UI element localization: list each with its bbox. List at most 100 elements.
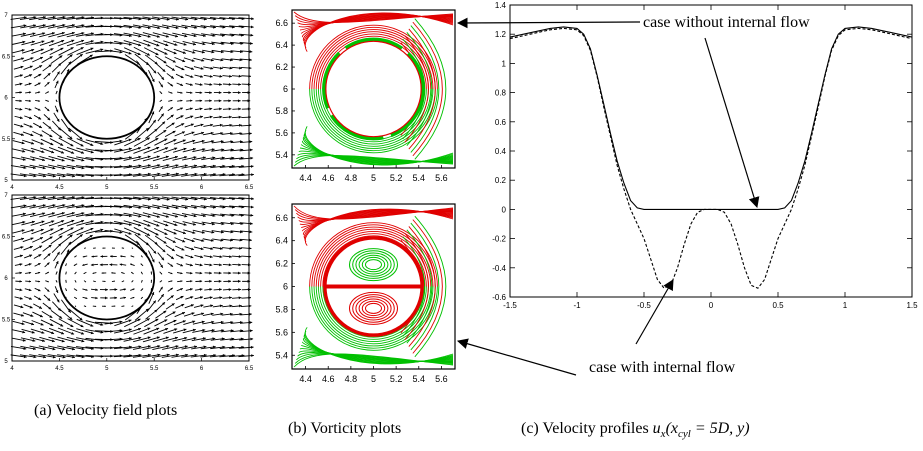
vector-arrow-head bbox=[219, 66, 223, 70]
vector-arrow-head bbox=[71, 347, 75, 351]
vector-arrow bbox=[76, 165, 94, 169]
vector-arrow bbox=[132, 16, 151, 20]
y-tick-label: 5.4 bbox=[275, 150, 288, 160]
vector-arrow-head bbox=[137, 318, 141, 322]
vector-arrow bbox=[152, 155, 169, 162]
vector-arrow bbox=[76, 156, 94, 161]
vector-arrow-head bbox=[56, 100, 58, 102]
vector-arrow-head bbox=[191, 239, 195, 243]
vector-arrow-head bbox=[132, 305, 134, 307]
vector-arrow-head bbox=[56, 251, 60, 255]
y-tick-label: 1 bbox=[502, 59, 507, 68]
y-tick-label: 6.5 bbox=[2, 235, 11, 241]
vector-arrow-head bbox=[61, 158, 65, 162]
vector-arrow-head bbox=[182, 51, 186, 54]
vector-arrow-head bbox=[43, 174, 46, 178]
vector-arrow-head bbox=[46, 262, 50, 265]
vector-arrow-head bbox=[147, 206, 151, 210]
vector-arrow-head bbox=[113, 280, 115, 282]
vector-arrow-head bbox=[120, 255, 123, 258]
vector-arrow bbox=[38, 16, 56, 21]
vector-arrow-head bbox=[190, 91, 193, 94]
vector-arrow-head bbox=[190, 304, 194, 307]
x-tick-label: 5.6 bbox=[435, 374, 448, 384]
vector-arrow-head bbox=[79, 54, 83, 57]
caption-b: (b) Vorticity plots bbox=[288, 420, 402, 437]
annotation-bottom-arrow-to-plot-b bbox=[456, 338, 577, 376]
vector-arrow bbox=[123, 354, 142, 358]
vector-arrow-head bbox=[219, 255, 223, 259]
vector-arrow-head bbox=[181, 303, 185, 307]
vector-arrow-head bbox=[20, 133, 24, 136]
vector-arrow-head bbox=[238, 91, 241, 95]
vector-arrow-head bbox=[249, 58, 252, 62]
vector-arrow bbox=[76, 147, 94, 154]
vector-arrow-head bbox=[123, 296, 126, 299]
vector-arrow-head bbox=[21, 57, 24, 61]
vector-arrow bbox=[85, 165, 104, 168]
vector-arrow bbox=[104, 174, 123, 176]
vector-arrow-head bbox=[160, 264, 163, 268]
vector-arrow bbox=[38, 345, 56, 350]
vector-arrow-head bbox=[219, 304, 223, 308]
vector-arrow bbox=[76, 346, 94, 350]
vector-arrow-head bbox=[192, 320, 196, 324]
y-tick-label: 6.6 bbox=[275, 18, 288, 28]
vector-arrow bbox=[66, 16, 85, 20]
vector-arrow-head bbox=[175, 353, 179, 357]
vector-arrow-head bbox=[201, 230, 205, 234]
vector-arrow-head bbox=[31, 149, 35, 153]
vector-arrow-head bbox=[173, 51, 177, 55]
vector-arrow-head bbox=[192, 147, 196, 151]
vector-arrow-head bbox=[42, 212, 46, 216]
vector-arrow-head bbox=[129, 34, 132, 38]
vector-arrow bbox=[123, 47, 141, 56]
vector-arrow-head bbox=[111, 272, 113, 274]
vector-arrow-head bbox=[51, 32, 55, 35]
y-tick-label: 5.5 bbox=[2, 318, 11, 324]
vector-arrow-head bbox=[128, 223, 132, 226]
vector-arrow-head bbox=[239, 238, 243, 242]
vector-arrow-head bbox=[60, 228, 64, 231]
vector-arrow-head bbox=[251, 17, 254, 21]
vector-arrow bbox=[142, 155, 160, 162]
annotation-top-label: case without internal flow bbox=[643, 14, 810, 31]
vector-arrow-head bbox=[146, 233, 150, 236]
vector-arrow bbox=[190, 354, 207, 358]
annotation-top-arrow-to-plot-c bbox=[704, 37, 760, 209]
vector-arrow-head bbox=[251, 173, 254, 177]
vector-arrow-head bbox=[79, 317, 83, 321]
contour-lower bbox=[320, 286, 427, 340]
vector-arrow-head bbox=[31, 141, 34, 145]
y-tick-label: 6 bbox=[4, 276, 8, 282]
vector-arrow-head bbox=[229, 238, 233, 242]
vector-arrow bbox=[123, 173, 142, 177]
vector-arrow bbox=[161, 24, 179, 29]
vector-arrow-head bbox=[22, 330, 26, 334]
vector-arrow bbox=[66, 196, 85, 200]
vector-arrow bbox=[57, 16, 76, 21]
vector-arrow bbox=[75, 197, 94, 200]
vector-arrow-head bbox=[201, 131, 205, 135]
vector-arrow-head bbox=[238, 74, 242, 78]
vector-arrow bbox=[113, 213, 132, 217]
vector-arrow bbox=[113, 346, 132, 350]
vector-arrow-head bbox=[250, 164, 254, 168]
x-tick-label: 4.8 bbox=[345, 173, 358, 183]
vector-arrow bbox=[123, 40, 142, 46]
vector-arrow-head bbox=[250, 25, 254, 29]
vector-arrow-head bbox=[55, 261, 59, 265]
vector-arrow bbox=[181, 354, 198, 358]
vector-arrow bbox=[114, 221, 132, 226]
vector-arrow bbox=[104, 33, 123, 36]
vector-arrow-head bbox=[19, 254, 23, 258]
vector-arrow bbox=[85, 320, 104, 326]
vector-arrow bbox=[66, 24, 85, 29]
vector-arrow-head bbox=[59, 135, 63, 138]
vector-arrow-head bbox=[95, 296, 98, 300]
y-tick-label: 6.4 bbox=[275, 236, 288, 246]
vector-arrow-head bbox=[239, 132, 243, 135]
vector-arrow-head bbox=[147, 215, 151, 218]
vector-arrow-head bbox=[71, 166, 75, 170]
contour-upper bbox=[309, 24, 438, 90]
